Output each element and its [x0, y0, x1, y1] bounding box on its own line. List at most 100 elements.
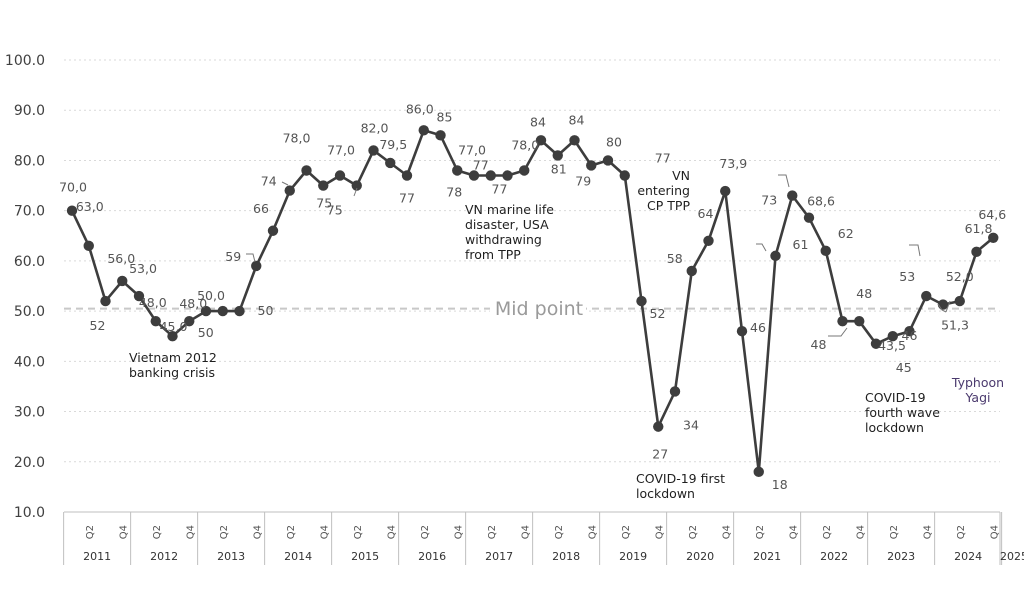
data-label: 52,0 — [946, 269, 974, 284]
data-label: 77 — [399, 191, 415, 206]
annotation-text: COVID-19 first — [636, 471, 725, 486]
data-label: 86,0 — [406, 101, 434, 116]
data-label: 50 — [198, 325, 214, 340]
data-label: 68,6 — [807, 194, 835, 209]
data-label: 52 — [90, 318, 106, 333]
data-point — [502, 170, 513, 181]
data-point — [753, 466, 764, 478]
data-point — [636, 295, 647, 307]
data-label: 81 — [551, 161, 567, 176]
data-label: 78,0 — [283, 130, 311, 145]
data-label: 46 — [902, 328, 918, 343]
data-point — [988, 232, 999, 243]
annotation-text: disaster, USA — [465, 217, 549, 232]
annotation-text: Yagi — [965, 390, 991, 405]
annotation-text: from TPP — [465, 247, 521, 262]
y-tick-label: 40.0 — [14, 354, 45, 370]
data-point — [100, 295, 111, 307]
leader-line — [945, 300, 951, 313]
data-point — [854, 315, 865, 327]
data-point — [368, 145, 379, 156]
x-year-label: 2022 — [820, 550, 848, 563]
data-label: 63,0 — [76, 199, 104, 214]
data-label: 46 — [750, 320, 766, 335]
annotation-text: VN — [672, 168, 690, 183]
data-point — [552, 150, 563, 161]
data-point — [803, 212, 815, 223]
leader-line — [353, 187, 358, 197]
y-tick-label: 20.0 — [14, 455, 45, 471]
data-label: 84 — [530, 114, 546, 129]
x-quarter-tick: Q4 — [319, 525, 330, 539]
data-label: 34 — [683, 417, 699, 432]
data-label: 77,0 — [458, 143, 486, 158]
data-point — [535, 135, 547, 146]
annotation-text: lockdown — [636, 486, 695, 501]
data-point — [519, 165, 530, 176]
data-label: 51,3 — [941, 318, 969, 333]
data-point — [787, 190, 798, 201]
x-year-label: 2021 — [753, 550, 781, 563]
data-label: 59 — [225, 249, 241, 264]
data-label: 27 — [652, 447, 668, 462]
x-quarter-tick: Q2 — [956, 525, 967, 539]
y-tick-label: 70.0 — [14, 204, 45, 220]
x-quarter-tick: Q4 — [855, 525, 866, 539]
x-quarter-tick: Q2 — [286, 525, 297, 539]
data-point — [669, 386, 681, 397]
data-point — [200, 305, 212, 317]
data-label: 61,8 — [965, 221, 993, 236]
data-label: 70,0 — [59, 180, 87, 195]
x-quarter-tick: Q2 — [621, 525, 632, 539]
leader-line — [246, 253, 256, 263]
data-label: 43,5 — [878, 338, 906, 353]
x-year-label: 2023 — [887, 550, 915, 563]
annotation-text: banking crisis — [129, 365, 215, 380]
x-year-label: 2011 — [83, 550, 111, 563]
data-point — [971, 246, 982, 258]
data-label: 77 — [492, 182, 508, 197]
data-point — [133, 290, 145, 302]
data-label: 78 — [446, 184, 462, 199]
x-year-label: 2013 — [217, 550, 245, 563]
x-quarter-tick: Q2 — [487, 525, 498, 539]
data-point — [301, 165, 312, 176]
data-label: 53 — [899, 269, 915, 284]
data-label: 85 — [437, 109, 453, 124]
data-label: 75 — [316, 196, 332, 211]
y-axis-ticks: 10.0 20.0 30.0 40.0 50.0 60.0 70.0 80.0 90.0 100.… — [5, 53, 45, 521]
data-label: 79,5 — [379, 137, 407, 152]
data-label: 50 — [258, 303, 274, 318]
data-label: 73 — [761, 193, 777, 208]
data-label: 78,0 — [511, 137, 539, 152]
x-year-label: 2016 — [418, 550, 446, 563]
data-point — [334, 170, 346, 181]
leader-line — [756, 243, 767, 252]
annotation-text: fourth wave — [865, 405, 940, 420]
data-label: 80 — [606, 134, 622, 149]
x-quarter-tick: Q2 — [755, 525, 766, 539]
data-label: 48 — [856, 286, 872, 301]
data-label: 48 — [811, 337, 827, 352]
leader-line — [828, 327, 848, 337]
data-label: 50,0 — [197, 288, 225, 303]
data-point — [351, 180, 362, 191]
annotation-text: entering — [637, 183, 690, 198]
x-year-label: 2014 — [284, 550, 312, 563]
data-point — [619, 170, 630, 181]
annotation-text: COVID-19 — [865, 390, 926, 405]
data-label: 45 — [896, 360, 912, 375]
data-point — [586, 160, 597, 171]
x-quarter-tick: Q2 — [889, 525, 900, 539]
data-point — [418, 125, 429, 136]
data-label: 77 — [473, 158, 489, 173]
y-tick-label: 30.0 — [14, 405, 45, 421]
x-quarter-tick: Q2 — [152, 525, 163, 539]
data-point — [837, 315, 848, 327]
annotation-text: lockdown — [865, 420, 924, 435]
data-point — [284, 185, 295, 196]
x-quarter-tick: Q4 — [252, 525, 263, 539]
x-quarter-tick: Q2 — [353, 525, 364, 539]
x-quarter-tick: Q4 — [989, 525, 1000, 539]
